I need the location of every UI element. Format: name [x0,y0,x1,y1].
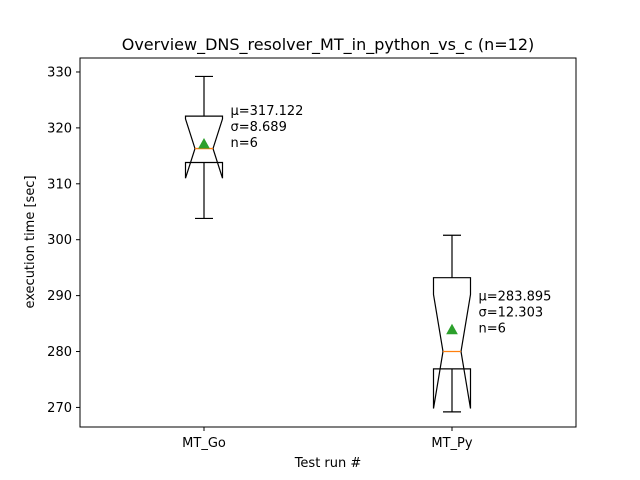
x-axis-label: Test run # [294,456,362,471]
box-body [432,277,472,409]
x-tick-label: MT_Go [182,436,226,451]
y-tick-label: 270 [47,401,72,416]
annotation-line: n=6 [231,136,258,151]
annotation-line: n=6 [479,322,506,337]
plot-frame [79,57,577,428]
x-tick-label: MT_Py [431,436,472,451]
mean-marker [198,137,210,149]
mean-marker [446,323,458,335]
y-tick-label: 310 [47,177,72,192]
y-tick-label: 280 [47,345,72,360]
chart-title: Overview_DNS_resolver_MT_in_python_vs_c … [122,35,535,55]
box-body [184,115,224,179]
y-axis-label: execution time [sec] [23,175,38,308]
y-tick-label: 290 [47,289,72,304]
y-axis: 270 280 290 300 310 320 330 [47,65,80,416]
y-tick-label: 320 [47,121,72,136]
annotation-line: σ=8.689 [231,120,287,135]
annotation-line: σ=12.303 [479,306,544,321]
y-tick-label: 330 [47,65,72,80]
annotation-line: μ=283.895 [479,290,552,305]
x-axis: MT_Go MT_Py [182,427,473,451]
annotation-line: μ=317.122 [231,104,304,119]
y-tick-label: 300 [47,233,72,248]
